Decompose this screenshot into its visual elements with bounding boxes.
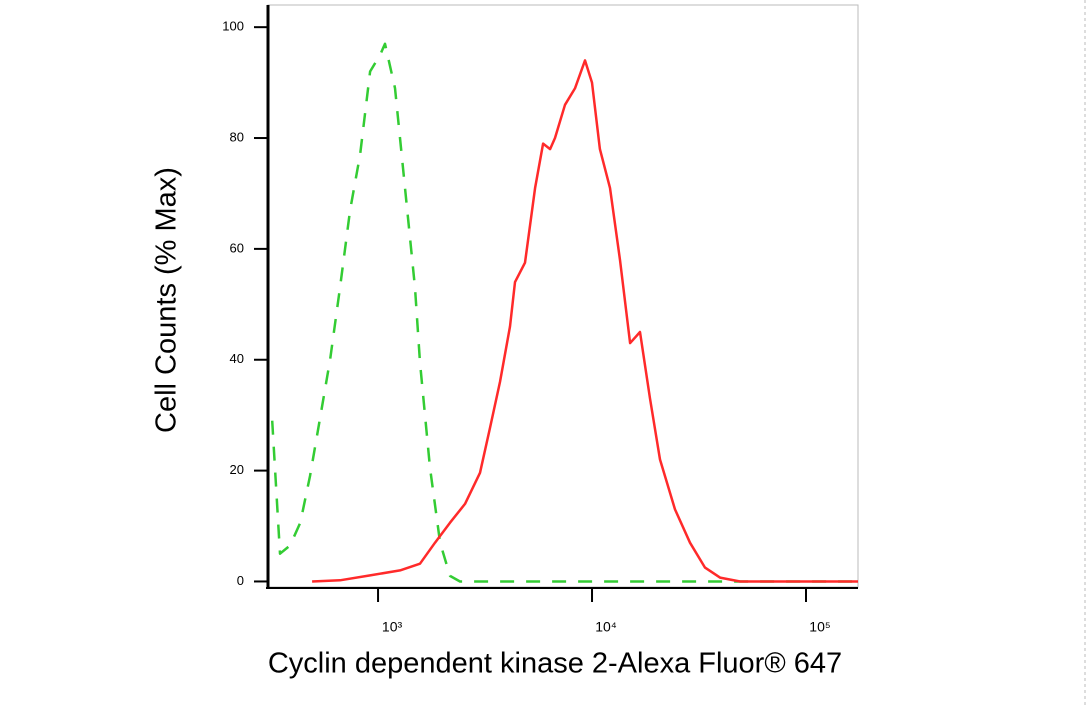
x-tick-label: 10³: [382, 619, 403, 635]
y-tick-label: 20: [230, 462, 244, 477]
y-axis-label: Cell Counts (% Max): [151, 167, 183, 433]
x-axis-label: Cyclin dependent kinase 2-Alexa Fluor® 6…: [268, 648, 842, 680]
y-tick-label: 80: [230, 129, 244, 144]
x-tick-label: 10⁴: [595, 619, 617, 635]
series-line: [312, 59, 858, 583]
y-tick-label: 60: [230, 240, 244, 255]
plot-frame: [267, 4, 859, 588]
y-tick-label: 40: [230, 351, 244, 366]
x-tick-label: 10⁵: [809, 619, 830, 635]
y-tick-label: 0: [237, 573, 244, 588]
series-line: [270, 42, 858, 583]
y-tick-label: 100: [222, 19, 244, 34]
